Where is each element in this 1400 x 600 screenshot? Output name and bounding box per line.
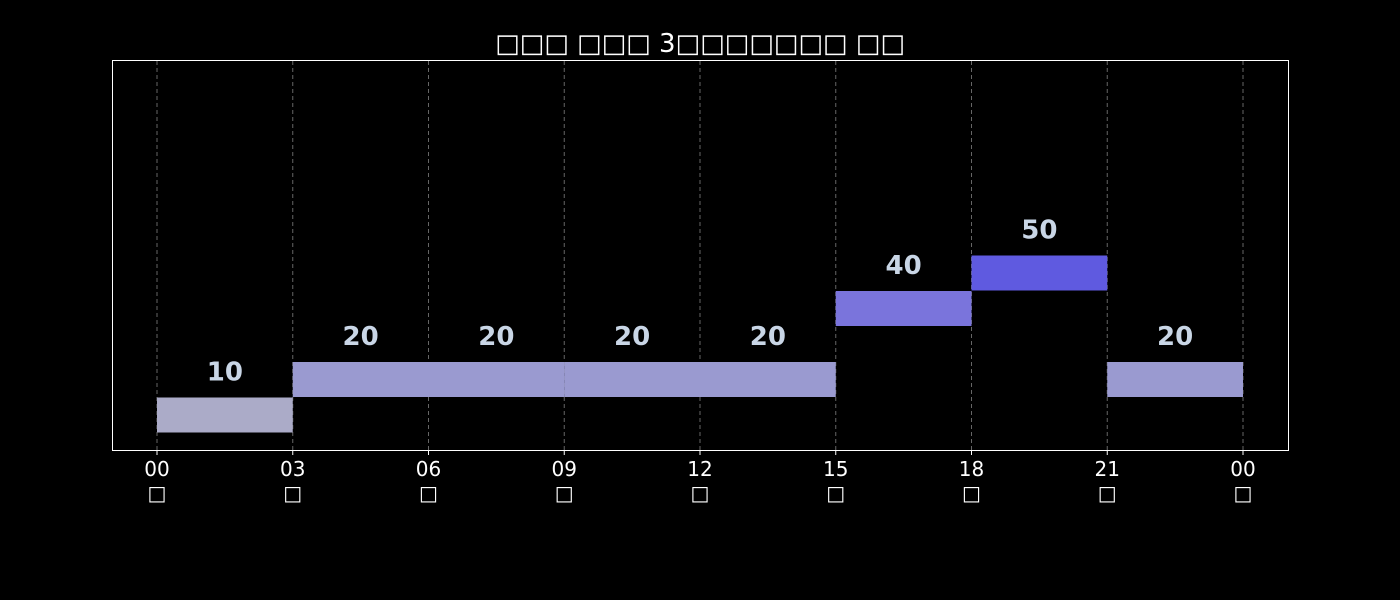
data-label: 40	[886, 251, 922, 281]
x-tick-sublabel: □	[826, 481, 845, 505]
data-label: 20	[478, 322, 514, 352]
chart-title: □□□ □□□ 3□□□□□□□ □□	[495, 29, 905, 59]
x-tick-sublabel: □	[148, 481, 167, 505]
data-label: 50	[1021, 216, 1057, 246]
x-tick-label: 00	[144, 457, 169, 481]
x-tick-label: 00	[1230, 457, 1255, 481]
data-label: 20	[1157, 322, 1193, 352]
data-label: 10	[207, 358, 243, 388]
bar	[835, 291, 972, 326]
bar	[700, 362, 836, 397]
bar	[564, 362, 700, 397]
x-tick-sublabel: □	[555, 481, 574, 505]
x-tick-sublabel: □	[419, 481, 438, 505]
x-tick-sublabel: □	[1098, 481, 1117, 505]
data-label: 20	[343, 322, 379, 352]
x-tick-sublabel: □	[1234, 481, 1253, 505]
x-tick-label: 18	[959, 457, 984, 481]
x-tick-sublabel: □	[962, 481, 981, 505]
x-tick-label: 12	[687, 457, 712, 481]
x-tick-label: 06	[416, 457, 441, 481]
data-label: 20	[614, 322, 650, 352]
x-tick-sublabel: □	[283, 481, 302, 505]
x-tick-sublabel: □	[691, 481, 710, 505]
x-tick-label: 09	[552, 457, 577, 481]
data-labels: 10 20 20 20 20 40 50 20	[207, 216, 1193, 388]
bar	[157, 397, 293, 433]
x-axis-ticks: 00□03□06□09□12□15□18□21□00□	[144, 450, 1256, 505]
bar	[292, 362, 429, 397]
x-tick-label: 03	[280, 457, 305, 481]
bar	[971, 255, 1108, 291]
x-tick-label: 21	[1095, 457, 1120, 481]
x-tick-label: 15	[823, 457, 848, 481]
data-label: 20	[750, 322, 786, 352]
bar	[1107, 362, 1243, 397]
bars	[157, 255, 1243, 433]
bar	[428, 362, 565, 397]
